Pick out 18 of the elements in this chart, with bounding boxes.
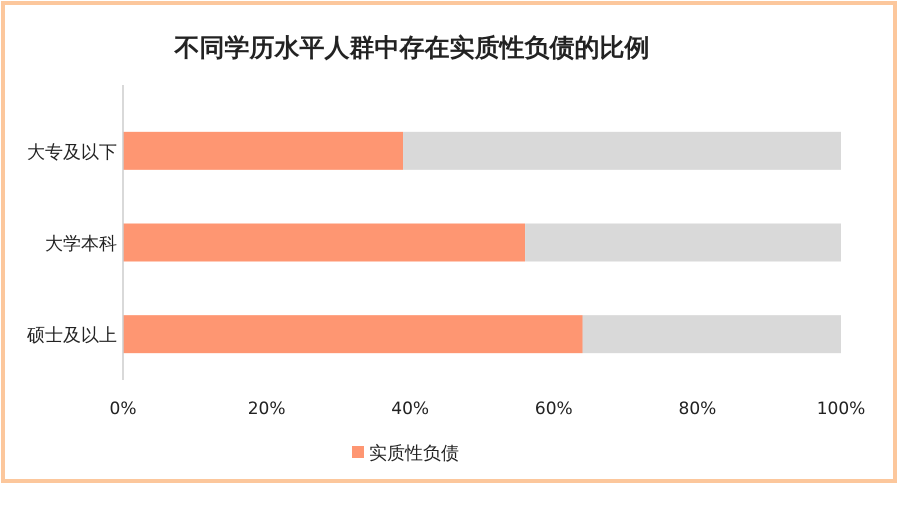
x-tick-label: 40% (391, 399, 430, 419)
x-tick-label: 20% (248, 399, 286, 419)
legend-label: 实质性负债 (369, 443, 459, 464)
legend: 实质性负债 (352, 443, 459, 464)
x-tick-label: 100% (816, 399, 866, 419)
bar (582, 315, 841, 354)
x-tick-label: 0% (110, 399, 136, 419)
bar (403, 132, 841, 170)
bar (123, 315, 583, 354)
x-tick-label: 60% (534, 399, 573, 419)
y-tick-label: 硕士及以上 (26, 325, 117, 346)
y-tick-label: 大专及以下 (27, 142, 117, 163)
y-tick-label: 大学本科 (45, 234, 117, 254)
bar (123, 132, 404, 170)
x-tick-label: 80% (678, 399, 716, 419)
bar (123, 224, 526, 262)
bar (525, 224, 841, 262)
chart-title: 不同学历水平人群中存在实质性负债的比例 (174, 33, 650, 62)
